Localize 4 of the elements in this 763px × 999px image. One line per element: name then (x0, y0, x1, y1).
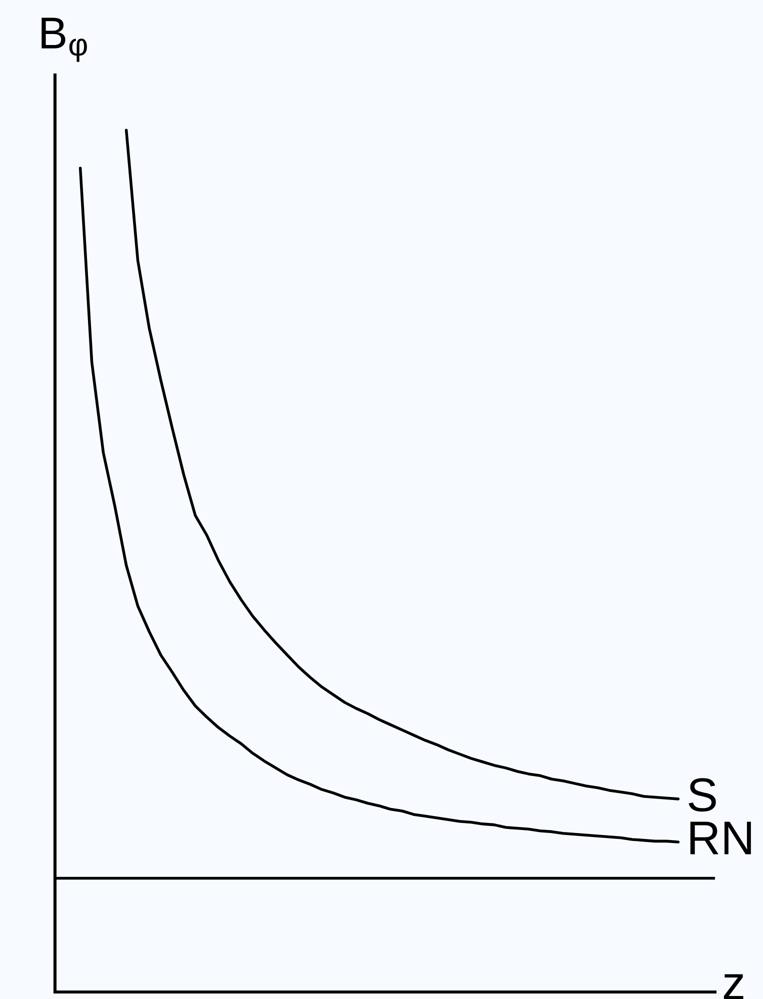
y-axis-title: B$_{φ}$ (42, 18, 87, 62)
series-label: RN (690, 822, 751, 854)
x-axis-title: z (724, 974, 744, 999)
series-label: S (688, 778, 716, 812)
